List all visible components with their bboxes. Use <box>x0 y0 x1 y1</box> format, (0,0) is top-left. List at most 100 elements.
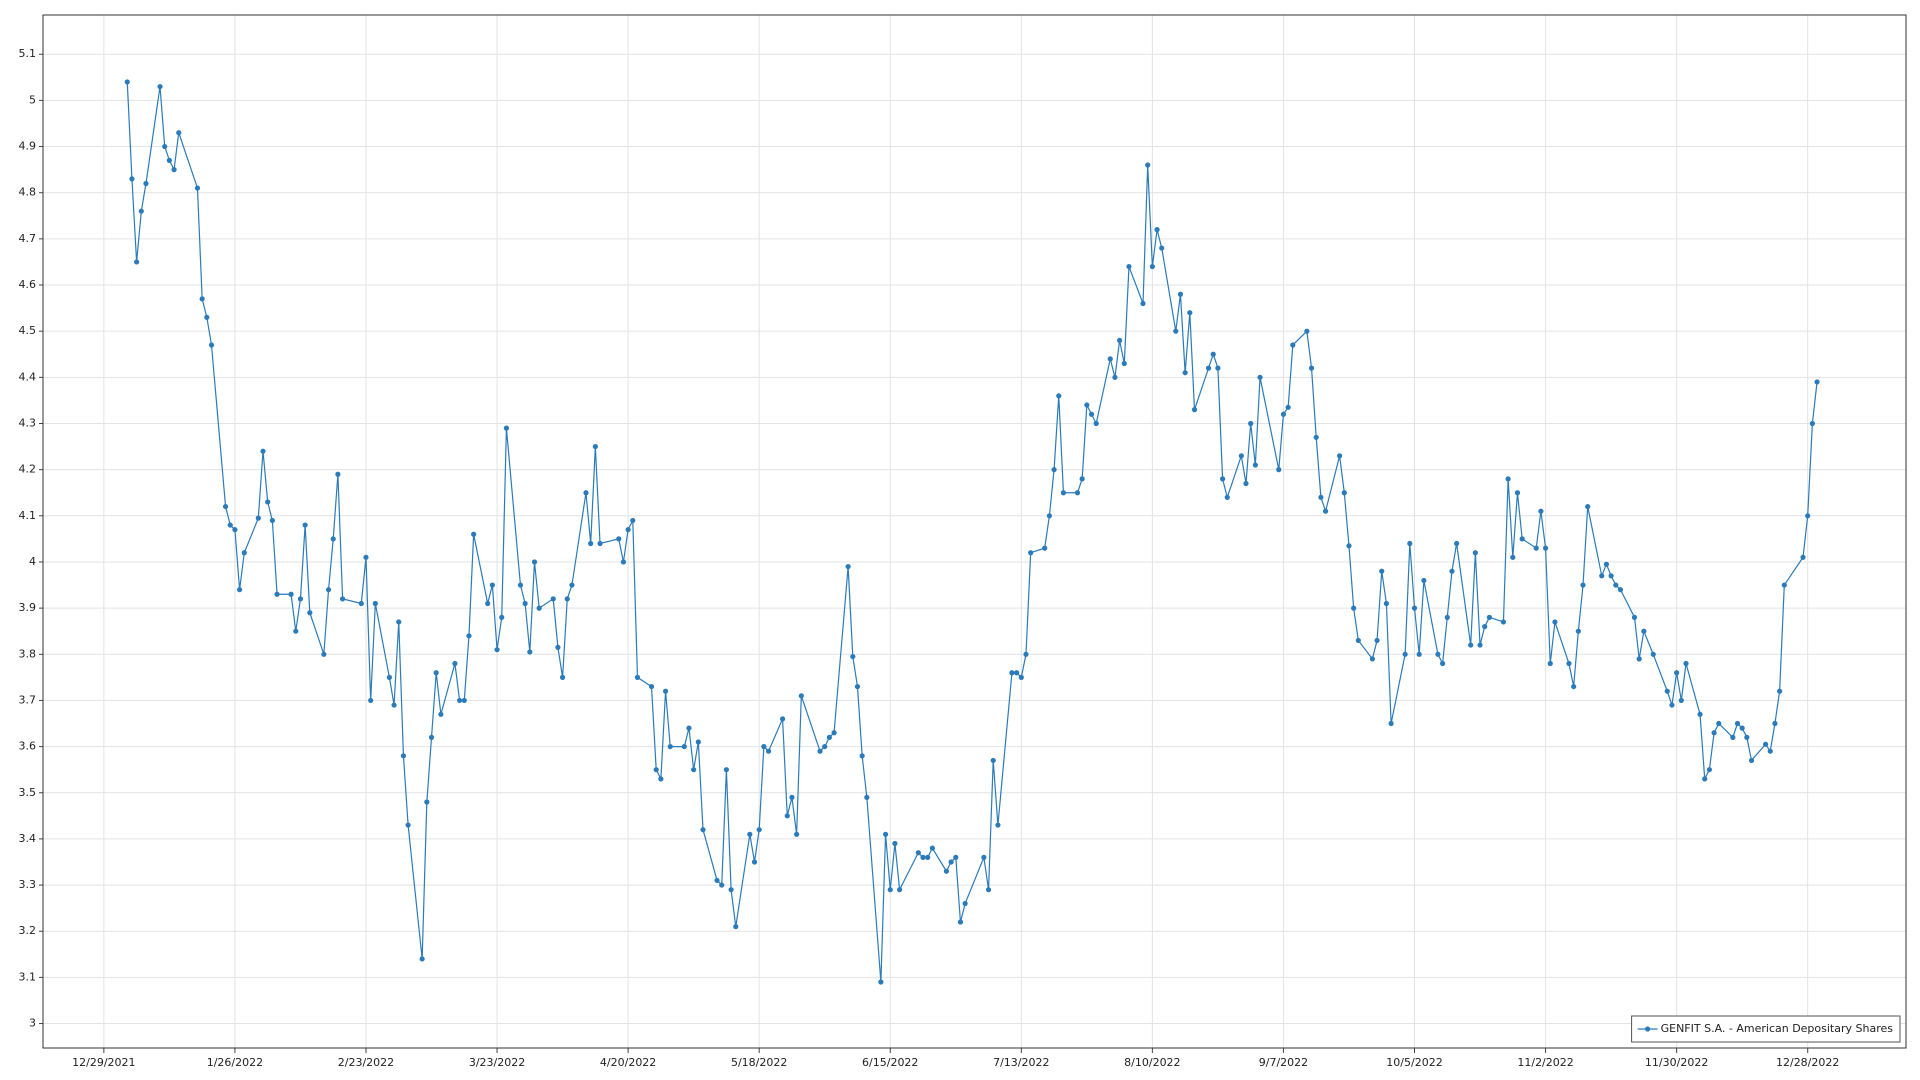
data-point <box>1580 582 1586 588</box>
plot-border <box>42 14 1907 1049</box>
data-point <box>662 688 669 694</box>
data-point <box>1641 628 1647 634</box>
data-point <box>260 448 266 454</box>
data-point <box>948 859 954 865</box>
data-point <box>1449 568 1455 574</box>
data-point <box>1603 561 1610 567</box>
data-point <box>943 868 950 874</box>
data-point <box>648 683 655 690</box>
data-point <box>1060 490 1067 496</box>
data-point <box>1219 476 1226 482</box>
data-point <box>302 522 308 528</box>
data-point <box>368 697 374 704</box>
data-point <box>1290 342 1296 348</box>
data-point <box>1505 476 1511 482</box>
data-point <box>1674 670 1680 676</box>
data-point <box>1402 651 1408 657</box>
data-point <box>1472 550 1478 556</box>
y-tick-label: 4.5 <box>19 324 37 337</box>
data-point <box>1538 508 1544 514</box>
data-point <box>1744 734 1750 740</box>
data-point <box>765 748 772 754</box>
data-point <box>892 840 898 847</box>
data-point <box>232 527 238 533</box>
data-point <box>1542 545 1549 551</box>
data-point <box>1191 407 1198 413</box>
data-point <box>143 180 149 187</box>
data-point <box>288 591 294 597</box>
data-point <box>166 157 172 163</box>
data-point <box>405 822 411 828</box>
data-point <box>138 208 144 214</box>
x-tick-label: 12/29/2021 <box>72 1056 135 1069</box>
data-point <box>1631 614 1638 620</box>
data-point <box>1383 600 1390 607</box>
data-point <box>1814 379 1820 385</box>
data-point <box>1500 619 1507 625</box>
data-point <box>494 647 500 653</box>
data-point <box>569 582 575 588</box>
data-point <box>817 748 823 754</box>
data-point <box>424 799 430 805</box>
data-point <box>1388 720 1394 727</box>
data-point <box>321 651 327 657</box>
data-point <box>176 130 182 136</box>
data-point <box>864 794 870 800</box>
data-point <box>1454 540 1460 547</box>
data-point <box>208 342 215 348</box>
data-point <box>1145 162 1151 168</box>
data-point <box>1285 404 1291 410</box>
data-point <box>826 734 832 740</box>
data-point <box>620 559 627 565</box>
data-point <box>747 831 753 837</box>
y-tick-label: 4.4 <box>19 370 37 383</box>
y-tick-label: 5.1 <box>19 47 37 60</box>
data-point <box>653 767 659 773</box>
data-point <box>339 596 346 602</box>
data-point <box>307 610 313 616</box>
data-point <box>400 753 407 759</box>
data-point <box>1182 370 1188 376</box>
data-point <box>330 536 336 542</box>
y-tick-label: 3.9 <box>19 601 37 614</box>
data-point <box>162 143 168 150</box>
data-point <box>1482 623 1488 630</box>
data-point <box>1636 656 1642 662</box>
data-point <box>1173 328 1179 334</box>
data-point <box>293 628 299 634</box>
data-point <box>1800 554 1806 560</box>
data-point <box>1514 490 1521 496</box>
data-point <box>1351 605 1357 611</box>
data-point <box>1374 637 1380 644</box>
data-point <box>269 517 275 524</box>
data-point <box>1739 725 1745 731</box>
data-point <box>756 827 762 833</box>
data-point <box>1416 651 1422 657</box>
data-point <box>700 827 706 833</box>
data-point <box>1154 227 1160 233</box>
data-point <box>1566 660 1572 667</box>
data-point <box>625 527 631 533</box>
data-point <box>1486 614 1492 620</box>
data-point <box>1177 291 1184 297</box>
data-point <box>1519 536 1525 542</box>
data-point <box>1014 670 1020 676</box>
data-point <box>199 296 205 302</box>
data-point <box>1599 573 1605 579</box>
data-point <box>1313 434 1319 440</box>
data-point <box>1205 365 1212 371</box>
y-tick-label: 4.3 <box>19 416 37 429</box>
data-point <box>1533 545 1539 551</box>
x-tick-label: 3/23/2022 <box>469 1056 525 1069</box>
data-point <box>358 600 364 607</box>
data-point <box>1716 720 1722 727</box>
data-point <box>1088 411 1095 417</box>
x-tick-label: 12/28/2022 <box>1776 1056 1839 1069</box>
y-tick-label: 4.6 <box>19 278 37 291</box>
x-tick-label: 4/20/2022 <box>600 1056 656 1069</box>
y-tick-label: 3.7 <box>19 693 37 706</box>
legend: GENFIT S.A. - American Depositary Shares <box>1631 1015 1901 1043</box>
y-tick-label: 3.1 <box>19 970 37 983</box>
data-point <box>850 653 856 660</box>
data-point <box>957 919 964 925</box>
